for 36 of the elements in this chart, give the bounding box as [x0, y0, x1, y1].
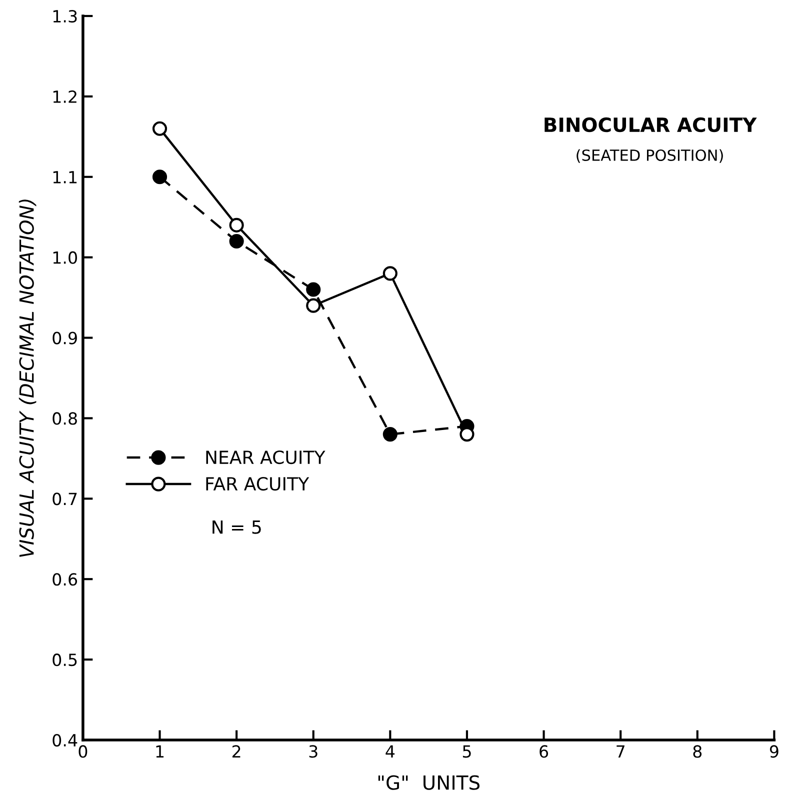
y-tick-label: 0.4 [52, 734, 78, 747]
x-tick-label: 2 [232, 745, 240, 758]
text: BINOCULAR ACUITY [544, 117, 757, 132]
annotation: N = 5 [212, 520, 261, 534]
y-tick-label: 0.8 [52, 412, 77, 425]
x-tick-label: 4 [386, 745, 395, 758]
y-tick-label: 0.7 [52, 492, 77, 506]
x-tick-label: 5 [462, 745, 471, 758]
point [382, 266, 398, 281]
y-tick-label: 1.2 [53, 90, 76, 103]
y-tick-label: 1.3 [53, 10, 77, 23]
y-tick-label: 1.0 [53, 251, 77, 264]
y-tick-label: 1.1 [53, 171, 77, 184]
y-tick-label: 0.5 [52, 654, 77, 666]
text: (SEATED POSITION) [576, 149, 723, 163]
point [229, 234, 244, 249]
x-tick-label: 0 [78, 745, 88, 758]
x-tick-label: 6 [540, 745, 548, 758]
y-tick-label: 0.6 [52, 573, 78, 586]
legend-label: FAR ACUITY [206, 476, 310, 491]
x-axis-title: "G" UNITS [378, 775, 480, 790]
y-axis-title: VISUAL ACUITY (DECIMAL NOTATION) [18, 200, 36, 557]
legend-label: NEAR ACUITY [206, 450, 326, 464]
point [152, 121, 168, 136]
point [152, 170, 168, 184]
point [306, 282, 321, 297]
x-tick-label: 7 [616, 745, 624, 758]
point [460, 427, 474, 442]
point [229, 218, 244, 232]
x-tick-label: 9 [770, 745, 778, 758]
point [382, 427, 398, 442]
x-tick-label: 1 [156, 745, 164, 758]
x-tick-label: 3 [309, 745, 318, 758]
x-tick-label: 8 [693, 745, 702, 758]
y-tick-label: 0.9 [52, 332, 77, 344]
point [306, 298, 321, 313]
